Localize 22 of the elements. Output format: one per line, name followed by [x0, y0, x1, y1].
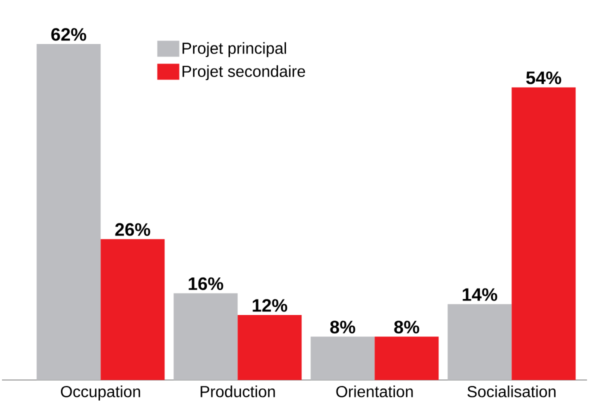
legend-label: Projet principal [182, 42, 286, 58]
data-label: 8% [330, 320, 356, 334]
data-label: 16% [188, 277, 224, 290]
data-label: 14% [462, 288, 498, 301]
bar [310, 336, 375, 380]
legend-label: Projet secondaire [182, 65, 306, 80]
x-tick-label: Socialisation [467, 386, 556, 398]
bar [448, 304, 512, 380]
bar [238, 314, 302, 380]
bar [36, 44, 101, 380]
data-label: 8% [394, 320, 420, 334]
x-tick-label: Occupation [60, 386, 140, 400]
data-label: 12% [252, 299, 288, 312]
bar [100, 239, 165, 380]
bar [174, 293, 238, 380]
data-label: 26% [115, 223, 150, 236]
bar [374, 336, 439, 380]
bar [512, 87, 576, 380]
x-tick-label: Orientation [336, 386, 413, 398]
data-label: 62% [51, 28, 86, 41]
data-label: 54% [526, 71, 562, 84]
x-tick-label: Production [200, 386, 275, 398]
